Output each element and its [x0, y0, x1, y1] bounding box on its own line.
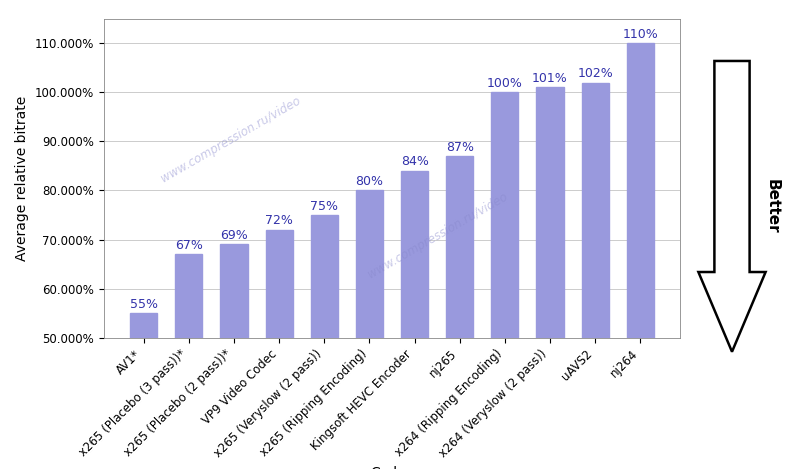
Text: 67%: 67%: [175, 239, 203, 252]
Polygon shape: [698, 61, 766, 352]
Bar: [221, 244, 247, 469]
Bar: [356, 190, 383, 469]
Text: 100%: 100%: [487, 77, 522, 90]
Text: 69%: 69%: [220, 229, 248, 242]
Bar: [582, 83, 609, 469]
Text: 75%: 75%: [310, 200, 338, 212]
Text: 101%: 101%: [532, 72, 568, 85]
Bar: [310, 215, 338, 469]
Text: www.compression.ru/video: www.compression.ru/video: [366, 190, 510, 281]
Bar: [401, 171, 428, 469]
Bar: [266, 230, 293, 469]
Bar: [130, 313, 158, 469]
Text: 72%: 72%: [266, 214, 293, 227]
Y-axis label: Average relative bitrate: Average relative bitrate: [15, 96, 30, 261]
X-axis label: Codec: Codec: [370, 466, 414, 469]
Bar: [537, 87, 563, 469]
Text: 102%: 102%: [578, 67, 613, 80]
Bar: [175, 254, 202, 469]
Text: Better: Better: [765, 179, 779, 234]
Text: 80%: 80%: [355, 175, 383, 188]
Text: 84%: 84%: [401, 155, 429, 168]
Bar: [446, 156, 474, 469]
Bar: [626, 43, 654, 469]
Text: 87%: 87%: [446, 141, 474, 154]
Text: www.compression.ru/video: www.compression.ru/video: [158, 94, 303, 185]
Text: 55%: 55%: [130, 298, 158, 310]
Bar: [491, 92, 518, 469]
Text: 110%: 110%: [622, 28, 658, 41]
